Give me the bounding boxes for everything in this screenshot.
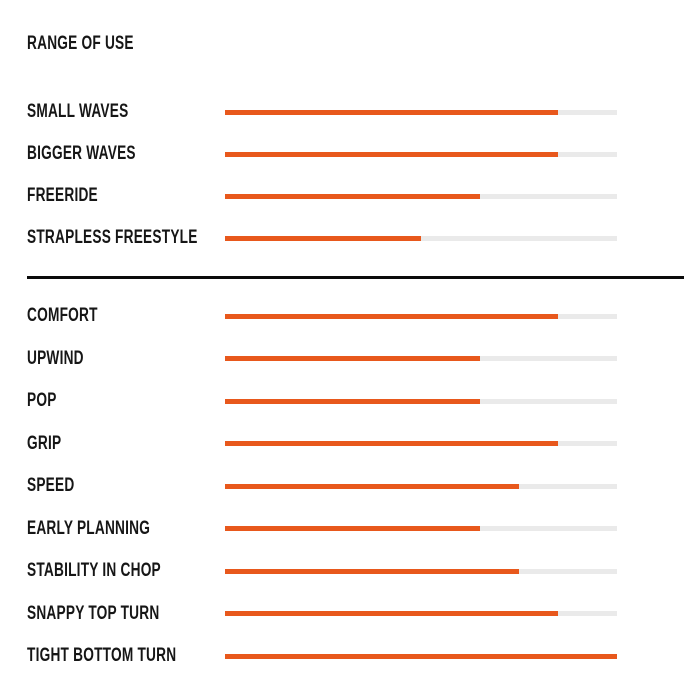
rating-bar-track xyxy=(225,611,617,617)
rating-label: EARLY PLANNING xyxy=(27,517,151,539)
rating-label: GRIP xyxy=(27,432,62,454)
rating-bar-fill xyxy=(225,441,559,447)
rating-label: SMALL WAVES xyxy=(27,101,129,122)
section-range-of-use: SMALL WAVES BIGGER WAVES FREERIDE STRAPL… xyxy=(27,91,700,259)
rating-label: SPEED xyxy=(27,475,75,497)
rating-bar-fill xyxy=(225,193,480,199)
rating-bar-fill xyxy=(225,568,519,574)
rating-row: TIGHT BOTTOM TURN xyxy=(27,635,700,678)
rating-row: SMALL WAVES xyxy=(27,91,700,133)
section-divider xyxy=(27,276,684,279)
rating-bar-fill xyxy=(225,398,480,404)
rating-bar-fill xyxy=(225,611,559,617)
rating-row: STABILITY IN CHOP xyxy=(27,550,700,593)
rating-row: SPEED xyxy=(27,465,700,508)
rating-bar-track xyxy=(225,313,617,319)
rating-label: STABILITY IN CHOP xyxy=(27,560,161,582)
rating-label: COMFORT xyxy=(27,305,98,327)
rating-label: BIGGER WAVES xyxy=(27,143,136,164)
rating-label: SNAPPY TOP TURN xyxy=(27,602,160,624)
rating-label: STRAPLESS FREESTYLE xyxy=(27,227,198,248)
rating-bar-track xyxy=(225,653,617,659)
rating-bar-fill xyxy=(225,109,559,115)
rating-bar-track xyxy=(225,483,617,489)
rating-bar-track xyxy=(225,398,617,404)
rating-bar-fill xyxy=(225,356,480,362)
rating-row: STRAPLESS FREESTYLE xyxy=(27,217,700,259)
rating-bar-fill xyxy=(225,653,617,659)
rating-label: UPWIND xyxy=(27,347,84,369)
rating-bar-track xyxy=(225,441,617,447)
rating-bar-track xyxy=(225,151,617,157)
rating-bar-track xyxy=(225,356,617,362)
rating-bar-fill xyxy=(225,526,480,532)
rating-label: POP xyxy=(27,390,57,412)
rating-row: UPWIND xyxy=(27,338,700,381)
rating-row: EARLY PLANNING xyxy=(27,508,700,551)
rating-row: BIGGER WAVES xyxy=(27,133,700,175)
rating-bar-track xyxy=(225,193,617,199)
rating-row: FREERIDE xyxy=(27,175,700,217)
rating-label: TIGHT BOTTOM TURN xyxy=(27,645,177,667)
rating-label: FREERIDE xyxy=(27,185,98,206)
rating-bar-track xyxy=(225,109,617,115)
rating-row: POP xyxy=(27,380,700,423)
rating-bar-track xyxy=(225,235,617,241)
section-performance: COMFORT UPWIND POP GRIP SPEED xyxy=(27,295,700,678)
rating-bar-fill xyxy=(225,235,421,241)
rating-bar-fill xyxy=(225,151,559,157)
rating-bar-track xyxy=(225,568,617,574)
rating-bar-fill xyxy=(225,483,519,489)
rating-bar-track xyxy=(225,526,617,532)
rating-row: GRIP xyxy=(27,423,700,466)
rating-row: SNAPPY TOP TURN xyxy=(27,593,700,636)
chart-title: RANGE OF USE xyxy=(27,33,134,54)
rating-row: COMFORT xyxy=(27,295,700,338)
rating-bar-fill xyxy=(225,313,559,319)
